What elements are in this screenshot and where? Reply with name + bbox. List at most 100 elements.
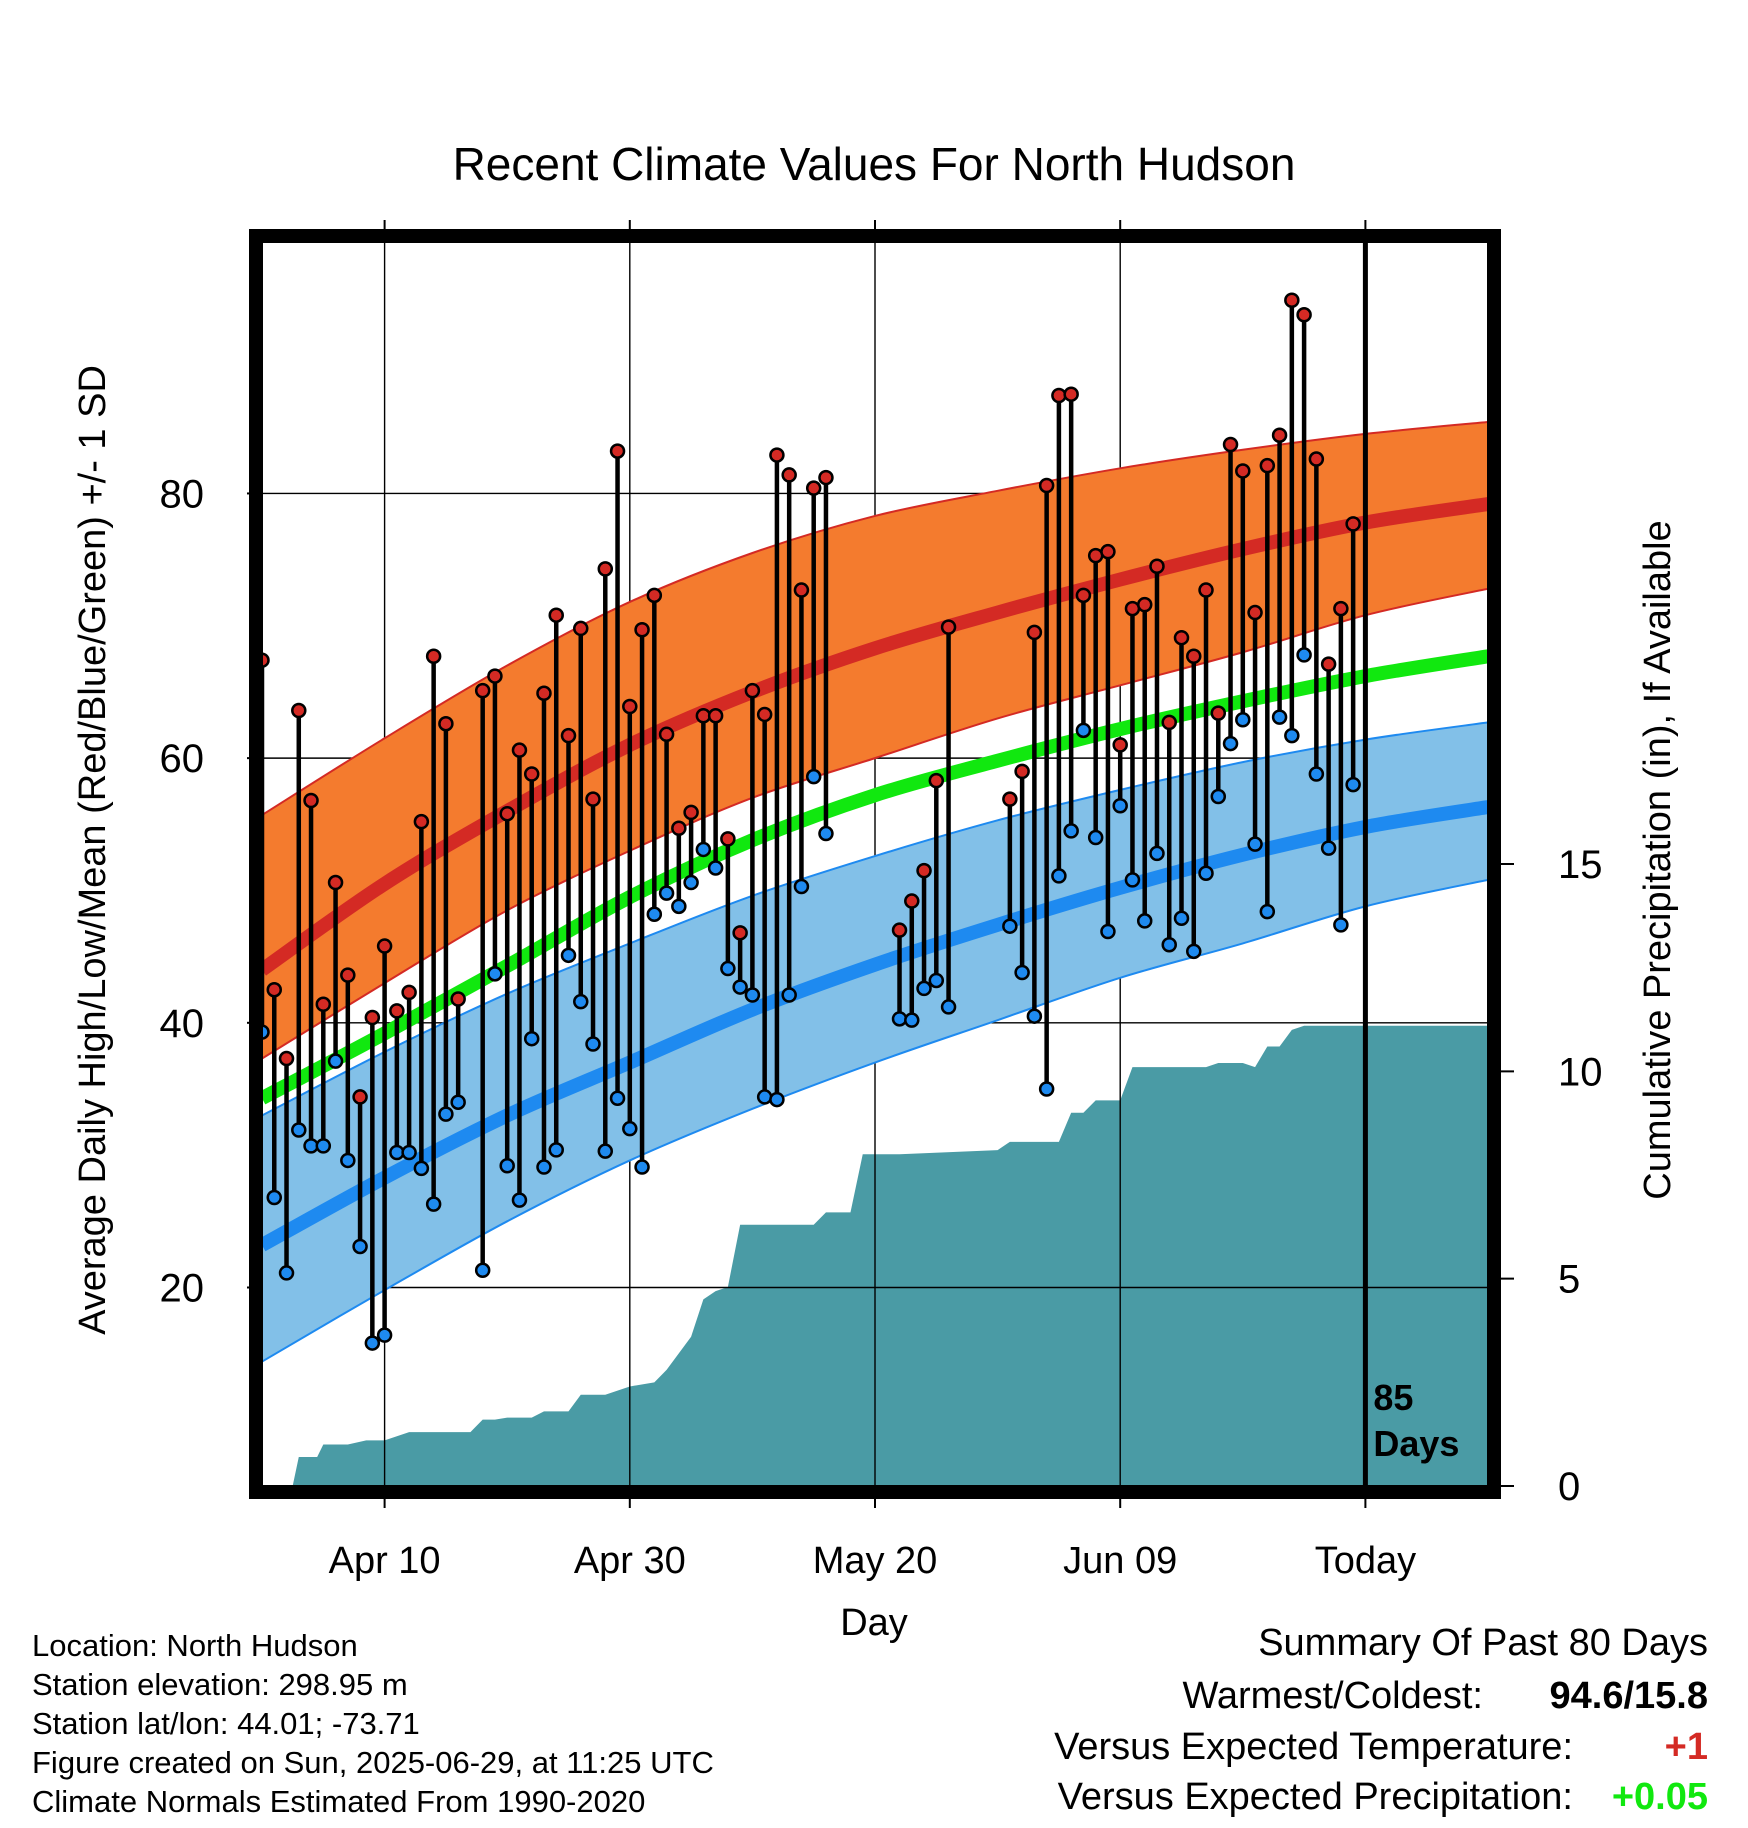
obs-low-point <box>487 966 503 982</box>
obs-high-point <box>818 469 834 486</box>
obs-low-point <box>1100 923 1116 940</box>
obs-high-point <box>1002 791 1018 807</box>
obs-low-point <box>756 1089 773 1105</box>
obs-low-point <box>413 1160 430 1177</box>
obs-high-point <box>756 706 773 723</box>
obs-low-point <box>1333 917 1349 933</box>
obs-low-point <box>1149 845 1165 862</box>
obs-low-point <box>560 947 577 964</box>
obs-high-point <box>1136 596 1153 613</box>
obs-high-point <box>805 480 822 496</box>
obs-low-point <box>916 980 932 997</box>
obs-low-point <box>609 1090 626 1106</box>
obs-high-point <box>364 1009 381 1026</box>
obs-high-point <box>1222 436 1239 453</box>
y-tick-label: 40 <box>160 1002 205 1046</box>
info-created: Figure created on Sun, 2025-06-29, at 11… <box>32 1745 714 1780</box>
obs-low-point <box>262 1024 270 1040</box>
precip-vs-expected-label: Versus Expected Precipitation: <box>1057 1776 1573 1818</box>
y-tick-label: 80 <box>160 472 205 516</box>
obs-high-point <box>1161 714 1177 731</box>
obs-low-point <box>707 860 724 876</box>
obs-low-point <box>904 1012 920 1028</box>
obs-high-point <box>266 981 283 998</box>
obs-low-point <box>1247 836 1263 852</box>
obs-low-point <box>658 885 675 901</box>
info-latlon: Station lat/lon: 44.01; -73.71 <box>32 1706 420 1741</box>
x-tick-label: Jun 09 <box>1063 1540 1177 1582</box>
summary-title: Summary Of Past 80 Days <box>1258 1622 1708 1664</box>
obs-high-point <box>1320 656 1337 672</box>
obs-low-point <box>315 1138 332 1154</box>
obs-low-point <box>1173 910 1190 927</box>
obs-high-point <box>597 561 614 577</box>
obs-high-point <box>609 443 626 459</box>
obs-low-point <box>683 874 699 891</box>
obs-low-point <box>671 898 687 915</box>
obs-low-point <box>1222 735 1239 752</box>
obs-low-point <box>1345 776 1361 793</box>
obs-high-point <box>536 685 552 702</box>
obs-low-point <box>940 999 957 1015</box>
obs-low-point <box>340 1152 356 1169</box>
obs-high-point <box>1296 307 1312 323</box>
obs-low-point <box>1296 647 1312 663</box>
obs-high-point <box>1014 763 1030 780</box>
obs-low-point <box>622 1120 638 1137</box>
obs-low-point <box>1112 798 1128 814</box>
obs-high-point <box>634 622 650 638</box>
obs-low-point <box>695 841 712 858</box>
obs-low-point <box>1063 823 1079 839</box>
obs-high-point <box>585 791 601 807</box>
obs-high-point <box>1259 457 1276 474</box>
obs-low-point <box>646 906 663 923</box>
plot-content <box>262 242 1488 1486</box>
obs-low-point <box>585 1036 601 1052</box>
obs-high-point <box>720 831 736 847</box>
obs-high-point <box>1051 387 1067 404</box>
obs-high-point <box>1173 629 1190 646</box>
obs-high-point <box>262 652 270 668</box>
obs-high-point <box>1271 427 1288 443</box>
obs-high-point <box>487 668 503 684</box>
obs-high-point <box>1345 516 1361 532</box>
obs-high-point <box>769 447 785 463</box>
obs-high-point <box>474 682 491 699</box>
obs-low-point <box>1210 788 1227 805</box>
obs-high-point <box>940 619 957 635</box>
obs-low-point <box>1308 766 1325 782</box>
x-tick-label: Today <box>1315 1540 1416 1582</box>
obs-high-point <box>548 607 564 623</box>
obs-high-point <box>622 698 638 715</box>
obs-low-point <box>1271 709 1288 725</box>
obs-low-point <box>573 993 589 1010</box>
obs-high-point <box>1075 587 1092 604</box>
normal-low-line <box>262 800 1488 1252</box>
precip-vs-expected-value: +0.05 <box>1611 1776 1708 1818</box>
obs-low-point <box>634 1159 650 1175</box>
obs-low-point <box>1014 964 1030 981</box>
obs-low-point <box>401 1144 417 1161</box>
obs-low-point <box>291 1122 307 1138</box>
obs-low-point <box>720 960 736 977</box>
x-tick-label: May 20 <box>813 1540 938 1582</box>
obs-low-point <box>266 1189 283 1206</box>
x-axis-label: Day <box>840 1602 908 1644</box>
obs-high-point <box>573 620 589 637</box>
obs-low-point <box>1136 913 1153 929</box>
obs-low-point <box>769 1091 785 1108</box>
y2-axis-label: Cumulative Precipitation (in), If Availa… <box>1637 520 1679 1199</box>
obs-high-point <box>1247 604 1263 621</box>
normal-high-band <box>262 420 1488 1060</box>
y2-tick-label: 5 <box>1558 1258 1580 1302</box>
info-elevation: Station elevation: 298.95 m <box>32 1667 408 1702</box>
obs-high-point <box>1063 386 1079 402</box>
obs-low-point <box>548 1142 564 1158</box>
obs-low-point <box>1161 936 1177 953</box>
info-location: Location: North Hudson <box>32 1628 358 1663</box>
y-tick-label: 20 <box>160 1266 205 1310</box>
today-days-label: Days <box>1373 1423 1459 1464</box>
obs-high-point <box>340 967 356 983</box>
obs-high-point <box>352 1089 368 1105</box>
